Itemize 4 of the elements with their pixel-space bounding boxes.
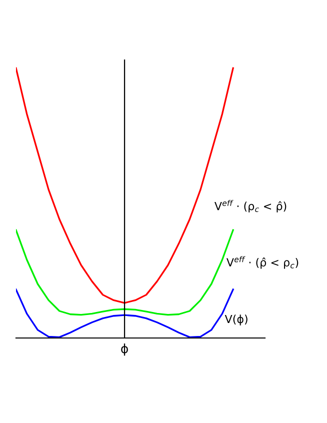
series-label: V(ϕ) <box>224 314 248 326</box>
series-label: V$^{eff}$ · (ρ$_{c}$ < ρ̂) <box>214 200 286 212</box>
series-label: V$^{eff}$ · (ρ̂ < ρ$_{c}$) <box>226 256 298 269</box>
x-axis-title: ϕ <box>121 344 128 356</box>
